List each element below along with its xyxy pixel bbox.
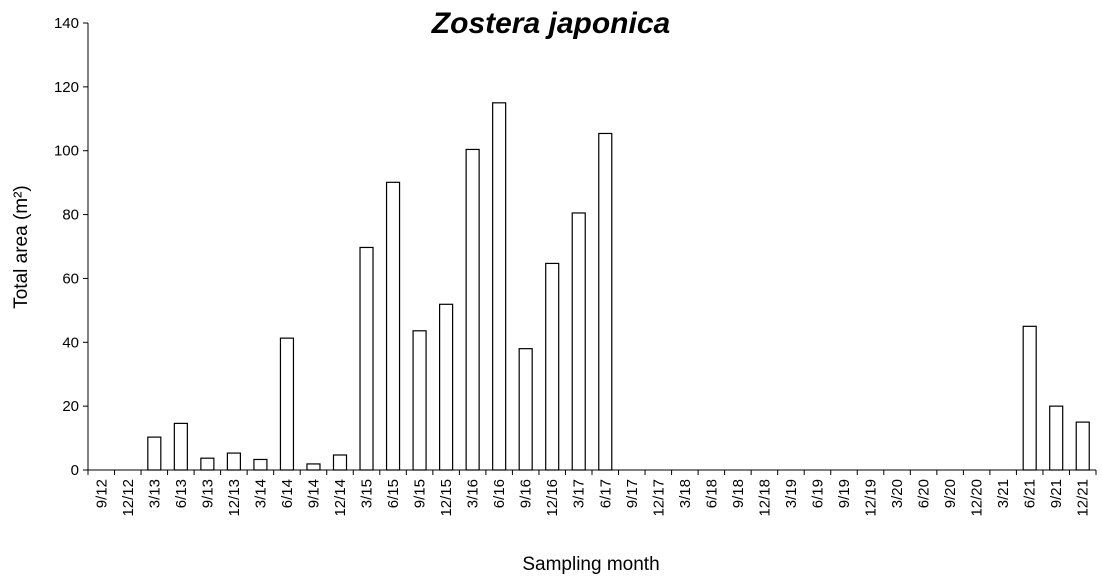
y-tick-label: 0 [71,462,79,479]
x-tick-label: 9/16 [518,479,535,508]
x-tick-label: 6/21 [1022,479,1039,508]
bar-9-21 [1049,405,1064,471]
x-tick-label: 12/20 [969,479,986,517]
bar-6-16 [492,102,507,471]
x-tick-label: 9/21 [1048,479,1065,508]
bar-6-15 [385,181,401,471]
bar-3-15 [359,246,374,471]
x-tick-label: 9/19 [836,479,853,508]
chart-title: Zostera japonica [431,7,670,40]
x-tick-label: 3/16 [465,479,482,508]
bar-6-13 [173,422,188,471]
x-tick-label: 6/17 [597,479,614,508]
x-tick-label: 3/13 [146,479,163,508]
x-tick-label: 9/14 [305,479,322,508]
x-tick-label: 3/20 [889,479,906,508]
x-axis-title: Sampling month [522,554,659,575]
bar-9-14 [306,463,321,471]
x-tick-label: 6/18 [703,479,720,508]
bar-12-21 [1075,421,1090,471]
y-axis-title: Total area (m²) [11,185,32,309]
bar-3-16 [465,148,480,471]
x-tick-label: 6/14 [279,479,296,508]
y-tick-label: 20 [62,398,79,415]
bar-6-17 [598,132,613,471]
bar-9-16 [518,348,533,471]
x-tick-label: 3/17 [571,479,588,508]
x-tick-label: 12/14 [332,479,349,517]
x-tick-label: 12/15 [438,479,455,517]
x-tick-label: 9/13 [199,479,216,508]
bar-12-14 [332,454,348,471]
y-tick-label: 60 [62,270,79,287]
x-tick-label: 6/13 [173,479,190,508]
y-axis: 0 20 40 60 80 100 120 140 [54,15,89,479]
bars [147,102,1090,471]
x-tick-label: 3/15 [359,479,376,508]
x-tick-label: 12/17 [650,479,667,517]
y-tick-label: 140 [54,15,79,32]
bar-3-13 [147,436,162,471]
x-tick-label: 6/19 [809,479,826,508]
x-tick-label: 9/20 [942,479,959,508]
x-tick-label: 9/17 [624,479,641,508]
y-tick-label: 100 [54,143,79,160]
x-tick-label: 12/12 [120,479,137,517]
bar-6-21 [1022,325,1037,471]
bar-12-15 [439,303,454,471]
x-tick-label: 3/18 [677,479,694,508]
x-tick-label: 12/21 [1075,479,1092,517]
bar-12-13 [226,452,241,471]
bar-12-16 [545,262,560,471]
x-tick-label: 9/18 [730,479,747,508]
y-tick-label: 120 [54,79,79,96]
x-tick-label: 12/16 [544,479,561,517]
x-axis: 9/12 12/12 3/13 6/13 9/13 12/13 3/14 6/14 9/14 12… [87,469,1097,517]
x-tick-label: 9/12 [93,479,110,508]
bar-9-13 [200,457,215,471]
bar-9-15 [412,330,427,471]
y-tick-label: 80 [62,207,79,224]
x-tick-label: 6/16 [491,479,508,508]
x-tick-label: 12/13 [226,479,243,517]
x-tick-label: 6/20 [916,479,933,508]
x-tick-label: 6/15 [385,479,402,508]
bar-3-17 [571,212,586,471]
bar-3-14 [253,458,268,471]
x-tick-label: 12/19 [863,479,880,517]
bar-6-14 [279,337,295,471]
x-tick-label: 3/19 [783,479,800,508]
x-tick-label: 3/14 [252,479,269,508]
x-tick-label: 12/18 [756,479,773,517]
x-tick-label: 3/21 [995,479,1012,508]
y-tick-label: 40 [62,334,79,351]
x-tick-label: 9/15 [412,479,429,508]
